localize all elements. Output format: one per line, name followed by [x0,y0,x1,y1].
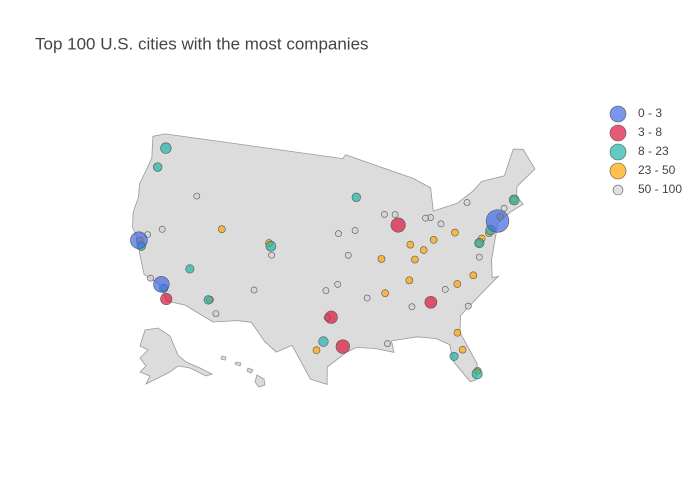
city-bubble [153,162,163,172]
city-bubble [408,303,416,311]
city-bubble [453,328,462,337]
legend-swatch [609,162,627,180]
city-bubble [405,276,414,285]
city-bubble [351,227,359,234]
city-bubble [441,286,449,293]
city-bubble [406,240,415,249]
city-bubble [485,209,510,233]
city-bubble [377,255,386,263]
city-bubble [508,194,520,206]
city-bubble [381,289,389,297]
legend-label[interactable]: 23 - 50 [638,163,676,177]
city-bubble [500,204,508,212]
city-bubble [384,340,391,347]
legend-swatch [612,184,624,196]
lower-48 [132,133,536,385]
city-bubble [160,293,173,306]
city-bubble [474,238,485,249]
city-bubble [451,228,459,237]
city-bubble [335,230,342,238]
city-bubble [218,225,226,234]
city-bubble [424,295,438,309]
city-bubble [422,214,429,222]
city-bubble [458,345,467,354]
alaska [139,327,214,385]
city-bubble [265,240,277,252]
city-bubble [453,280,462,288]
city-bubble [469,271,478,280]
city-bubble [344,251,352,259]
city-bubble [158,225,166,233]
city-bubble [312,346,321,355]
legend-swatch [609,105,627,123]
city-bubble [203,295,213,305]
legend-label[interactable]: 0 - 3 [638,106,662,120]
city-bubble [449,351,459,361]
chart-title: Top 100 U.S. cities with the most compan… [35,34,369,53]
city-bubble [212,310,220,317]
city-bubble [463,199,471,206]
city-bubble [335,339,350,354]
city-bubble [324,310,338,324]
legend-label[interactable]: 50 - 100 [638,182,682,196]
city-bubble [334,280,342,288]
legend-label[interactable]: 8 - 23 [638,144,669,158]
city-bubble [130,231,148,250]
city-bubble [193,192,201,200]
city-bubble [268,251,275,259]
city-bubble [318,336,329,347]
legend-swatch [609,143,627,161]
city-bubble [471,368,483,380]
map-land [132,133,536,385]
legend-swatch [609,124,627,142]
city-bubble [464,302,472,310]
city-bubble [390,217,406,233]
city-bubble [381,211,388,218]
city-bubble [351,192,361,202]
city-bubble [391,211,399,218]
city-bubble [153,276,170,293]
city-bubble [419,246,428,254]
city-bubble [411,255,419,264]
city-bubble [437,220,445,228]
city-bubble [185,264,195,274]
city-bubble [322,287,330,294]
city-bubble [160,142,172,154]
hawaii [220,355,266,388]
city-bubble [147,274,154,282]
city-bubble [363,294,371,302]
legend-label[interactable]: 3 - 8 [638,125,662,139]
city-bubble [475,253,483,261]
city-bubble [429,236,438,244]
city-bubble [250,286,258,294]
